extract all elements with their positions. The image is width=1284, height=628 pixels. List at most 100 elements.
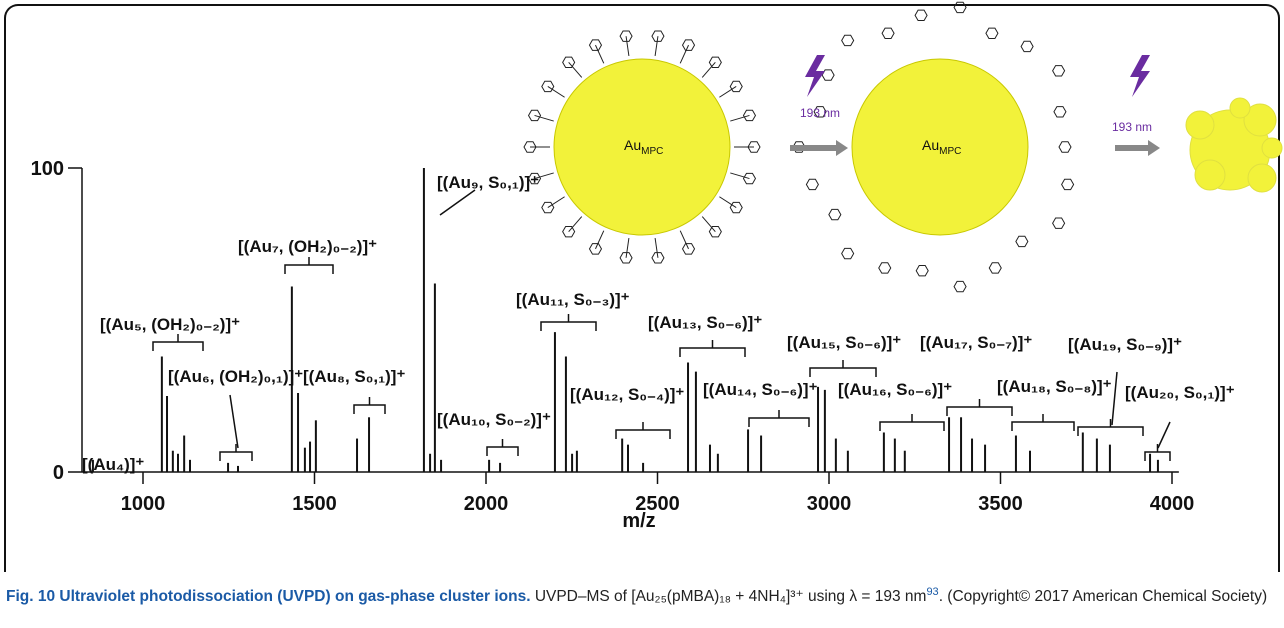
ligand-ring (841, 247, 855, 260)
ligand-bond (730, 172, 750, 180)
ligand-ring (527, 109, 542, 122)
ligand-ring (541, 201, 555, 214)
ligand-bond (679, 44, 689, 64)
cluster-label: AuMPC (922, 137, 961, 157)
gold-cluster (851, 58, 1029, 236)
ligand-bond (701, 62, 716, 78)
bracket (615, 422, 671, 439)
bracket (152, 334, 204, 351)
arrow-head (1148, 140, 1160, 156)
peak-annotation: [(Au₁₄, S₀₋₆)]⁺ (703, 380, 818, 399)
ligand-bond (595, 44, 605, 64)
ligand-ring (619, 30, 633, 42)
bracket (486, 439, 519, 456)
ligand-bond (534, 172, 554, 180)
bracket (219, 444, 253, 461)
peak-annotation: [(Au₈, S₀,₁)]⁺ (303, 367, 405, 386)
ligand-ring (708, 56, 722, 69)
cluster-label-sub: MPC (641, 146, 663, 157)
peak-annotation: [(Au₄)]⁺ (82, 455, 144, 474)
caption-reference: 93 (926, 586, 939, 598)
gold-fragment (1247, 163, 1277, 193)
x-tick-label: 3500 (978, 493, 1023, 515)
ligand-bond (625, 36, 630, 57)
peak-annotation: [(Au₁₈, S₀₋₈)]⁺ (997, 377, 1112, 396)
ligand-ring (588, 39, 603, 51)
ligand-bond (654, 36, 659, 57)
bracket (353, 397, 386, 414)
bracket (748, 410, 810, 427)
y-tick-label: 100 (31, 158, 64, 180)
ligand-ring (988, 262, 1002, 274)
x-tick-label: 4000 (1150, 493, 1195, 515)
bracket (879, 414, 945, 431)
ligand-ring (805, 178, 819, 191)
peak-annotation: [(Au₉, S₀,₁)]⁺ (437, 173, 539, 192)
ligand-ring (527, 172, 542, 185)
leader-line (1111, 371, 1118, 426)
ligand-ring (881, 27, 895, 39)
ligand-ring (828, 208, 842, 221)
arrow-shaft (790, 145, 838, 151)
ligand-bond (547, 86, 565, 98)
ligand-ring (914, 9, 928, 22)
ligand-bond (568, 216, 583, 232)
ligand-ring (651, 30, 665, 42)
gold-cluster (553, 58, 731, 236)
x-tick-label: 2000 (464, 493, 509, 515)
peak-annotation: [(Au₁₉, S₀₋₉)]⁺ (1068, 335, 1182, 354)
ligand-ring (953, 1, 967, 14)
figure-frame (4, 4, 1280, 572)
figure: m/z 0 100 1000 1500 2000 2500 3000 3500 4000 [(Au… (31, 1, 1283, 532)
ligand-ring (985, 27, 999, 39)
ligand-bond (679, 230, 689, 250)
y-tick-label: 0 (53, 462, 64, 484)
arrow-shaft (1115, 145, 1150, 151)
lightning (1130, 55, 1150, 97)
ligand-ring (651, 252, 665, 264)
cluster-label-main: Au (922, 137, 939, 153)
gold-fragment (1185, 110, 1215, 140)
gold-fragment (1243, 103, 1277, 137)
cluster-label: AuMPC (624, 137, 663, 157)
ligand-bond (719, 86, 737, 98)
peak-annotation: [(Au₁₇, S₀₋₇)]⁺ (920, 333, 1032, 352)
cluster-label-main: Au (624, 137, 641, 153)
ligand-ring (562, 56, 576, 69)
ligand-ring (708, 225, 722, 238)
ligand-ring (1061, 178, 1075, 191)
caption-title: Fig. 10 Ultraviolet photodissociation (U… (6, 588, 531, 606)
ligand-ring (813, 106, 827, 118)
ligand-ring (1052, 217, 1066, 229)
bracket (946, 399, 1013, 416)
ligand-bond (625, 237, 630, 258)
wavelength-label: 193 nm (800, 106, 840, 120)
x-tick-label: 1500 (292, 493, 337, 515)
ligand-ring (588, 243, 603, 255)
peak-annotation: [(Au₁₂, S₀₋₄)]⁺ (570, 385, 684, 404)
x-tick-label: 3000 (807, 493, 852, 515)
gold-fragment (1194, 159, 1226, 191)
ligand-bond (701, 216, 716, 232)
ligand-ring (953, 280, 967, 293)
ligand-ring (1020, 40, 1034, 53)
caption: Fig. 10 Ultraviolet photodissociation (U… (6, 581, 1276, 608)
ligand-ring (742, 172, 757, 185)
ligand-ring (878, 262, 892, 274)
bracket (1011, 414, 1075, 431)
bracket (1077, 419, 1144, 436)
x-axis-title: m/z (622, 510, 655, 532)
x-tick-label: 2500 (635, 493, 680, 515)
ligand-bond (654, 237, 659, 258)
ligand-ring (619, 252, 633, 264)
ligand-ring (915, 265, 929, 277)
leader-line (439, 189, 476, 216)
lightning (805, 55, 825, 97)
peak-annotation: [(Au₁₀, S₀₋₂)]⁺ (437, 410, 551, 429)
leader-line (1157, 421, 1171, 449)
ligand-ring (729, 80, 743, 93)
ligand-ring (681, 243, 696, 255)
ligand-bond (719, 196, 737, 208)
ligand-ring (523, 141, 537, 153)
